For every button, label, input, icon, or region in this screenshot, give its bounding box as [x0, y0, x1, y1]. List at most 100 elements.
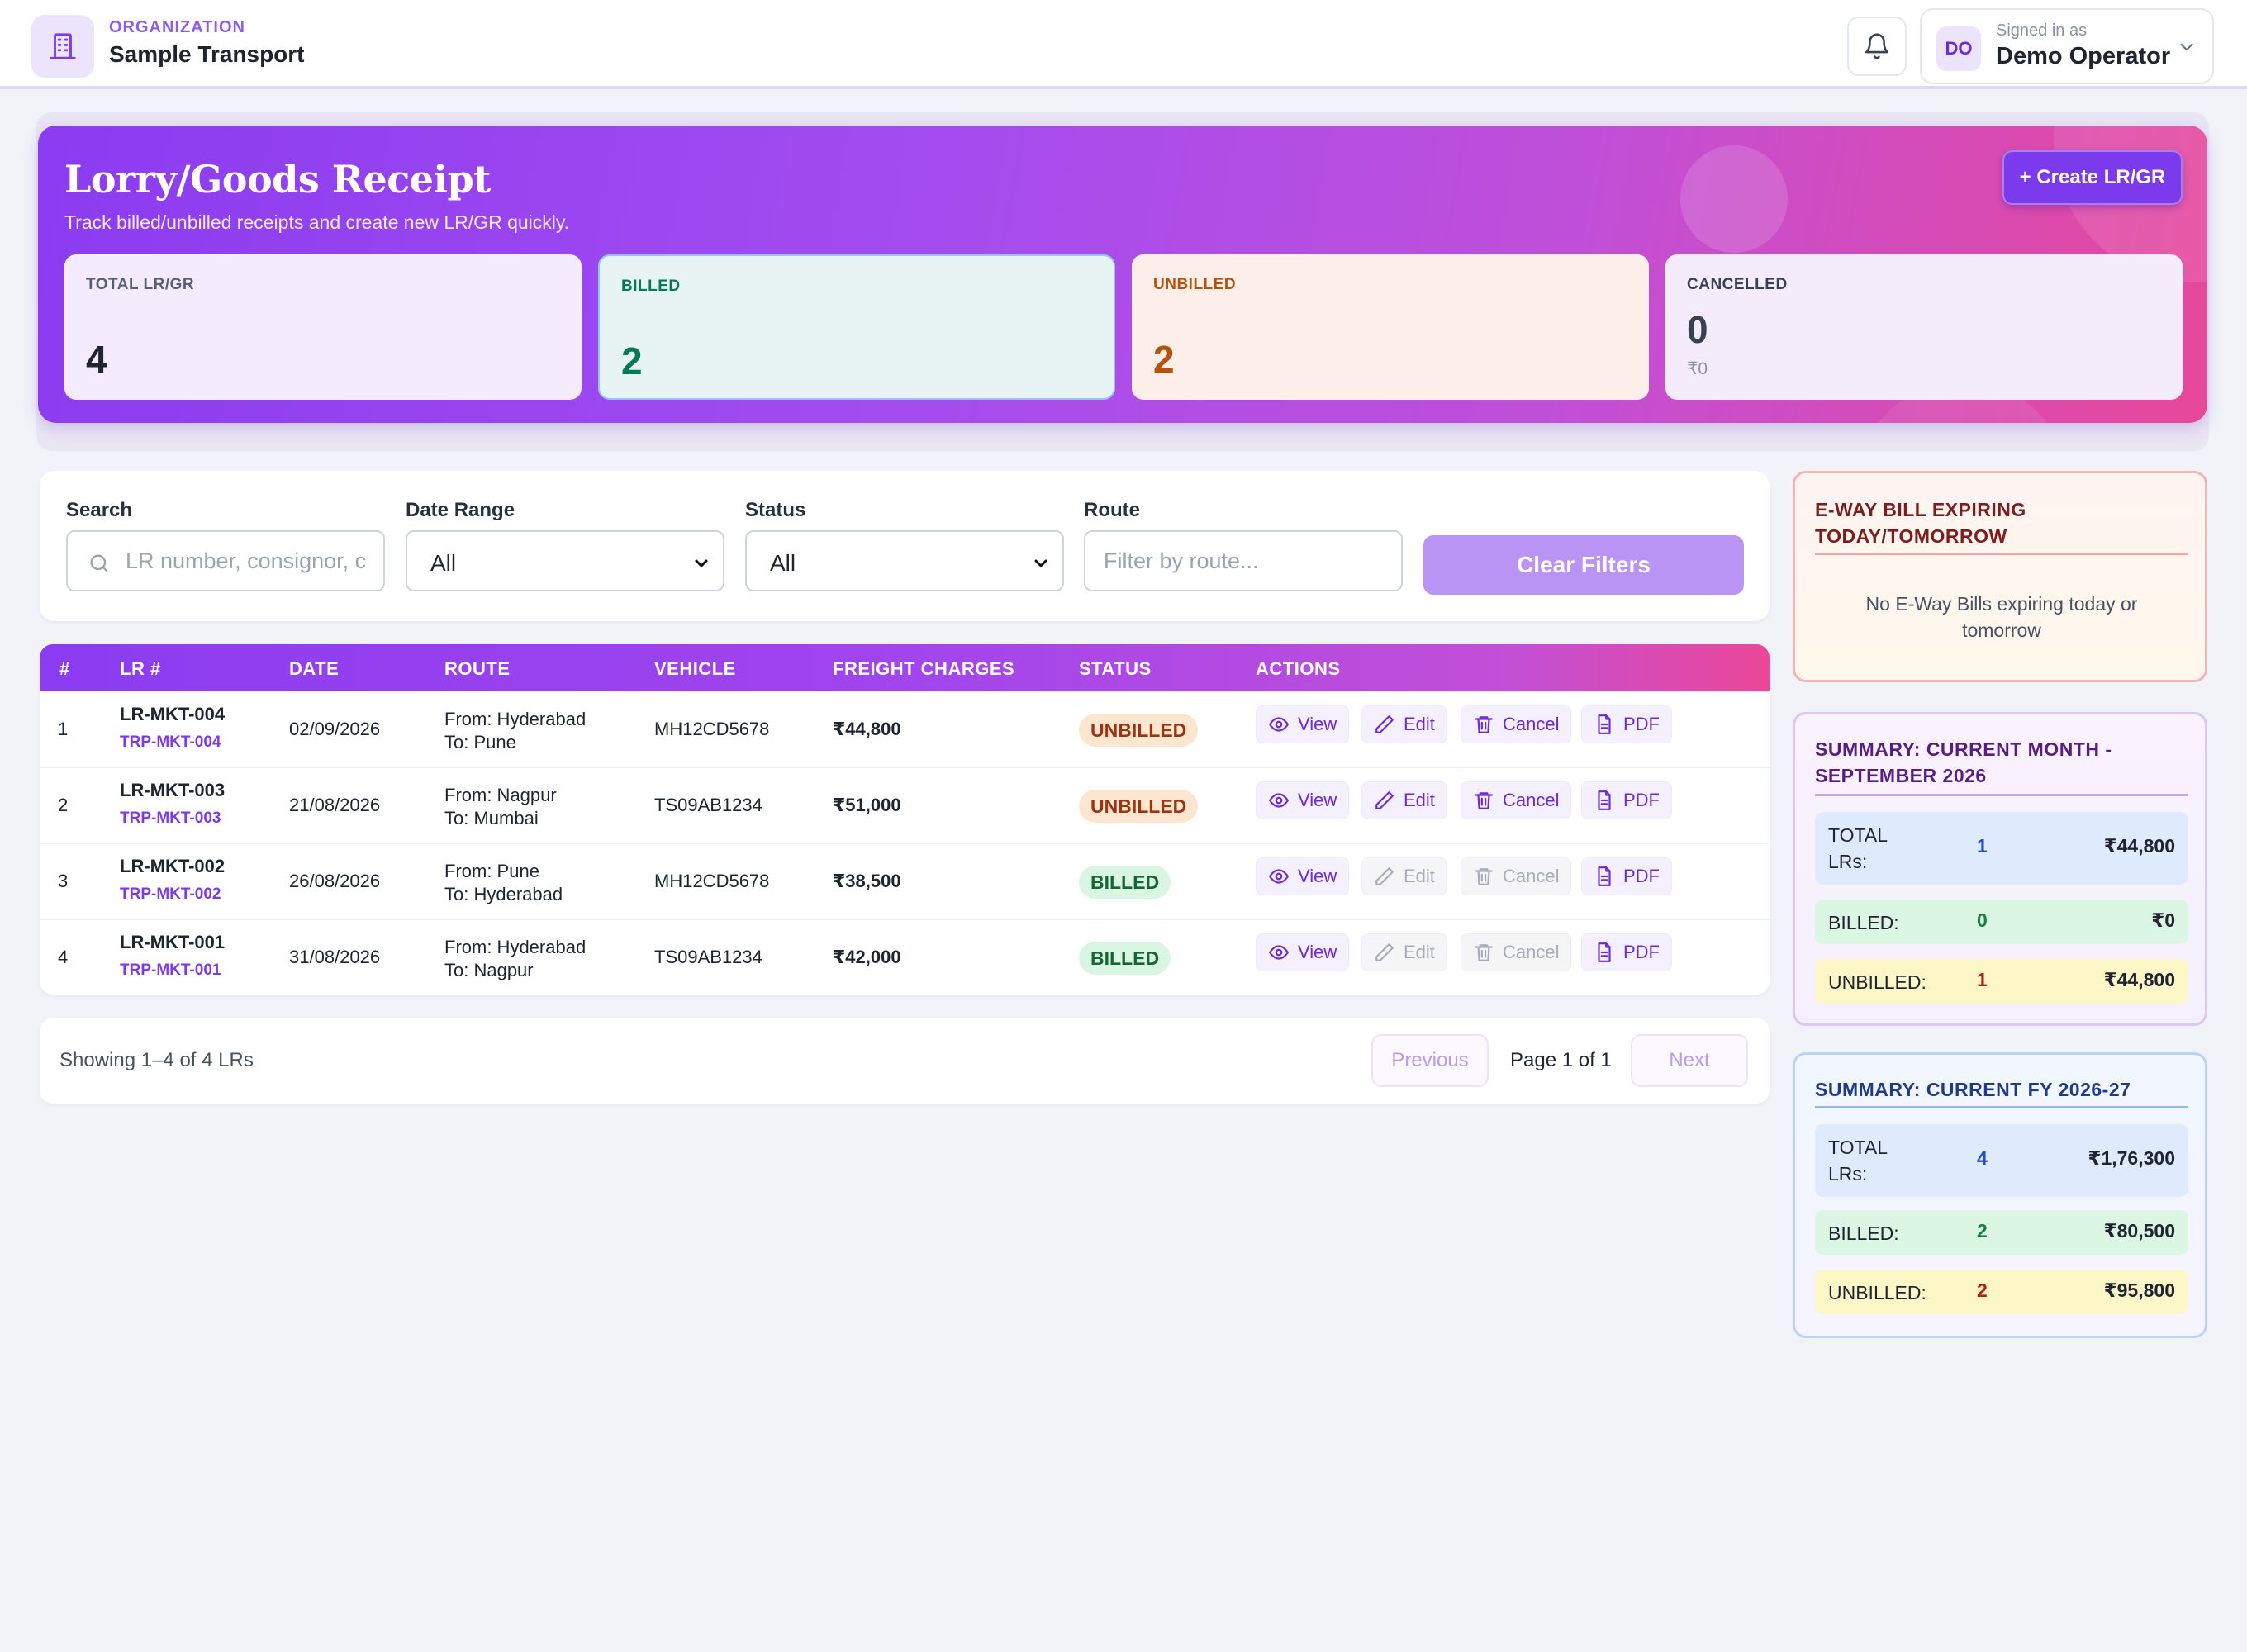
- status-value: All: [770, 550, 796, 576]
- summary-label: UNBILLED:: [1828, 1282, 1926, 1303]
- summary-total-row: TOTAL LRs: 1 ₹44,800: [1815, 812, 2188, 885]
- pdf-label: PDF: [1623, 714, 1660, 734]
- summary-amount: ₹44,800: [2103, 969, 2175, 990]
- stat-label: CANCELLED: [1687, 276, 1788, 293]
- clear-filters-button[interactable]: Clear Filters: [1423, 535, 1744, 595]
- cancel-button[interactable]: Cancel: [1461, 933, 1572, 971]
- chevron-down-icon: [2180, 43, 2193, 51]
- create-lr-button[interactable]: + Create LR/GR: [2002, 150, 2183, 205]
- lr-number[interactable]: LR-MKT-004: [120, 704, 226, 724]
- pdf-button[interactable]: PDF: [1581, 781, 1672, 819]
- edit-button[interactable]: Edit: [1361, 933, 1447, 971]
- column-header: VEHICLE: [654, 658, 736, 679]
- summary-amount: ₹0: [2151, 909, 2175, 931]
- view-button[interactable]: View: [1256, 705, 1350, 743]
- column-header: LR #: [120, 658, 161, 679]
- stat-value: 0: [1687, 308, 1708, 351]
- edit-label: Edit: [1404, 790, 1435, 810]
- status-select[interactable]: All: [745, 530, 1064, 591]
- row-number: 4: [58, 947, 69, 967]
- summary-unbilled-row: UNBILLED: 1 ₹44,800: [1815, 959, 2188, 1004]
- route-input[interactable]: Filter by route...: [1084, 530, 1403, 591]
- pdf-label: PDF: [1623, 942, 1660, 962]
- route-from: From: Pune: [444, 861, 539, 881]
- lr-number[interactable]: LR-MKT-002: [120, 856, 226, 876]
- route-to: To: Pune: [444, 732, 516, 752]
- trip-number[interactable]: TRP-MKT-001: [120, 961, 221, 979]
- summary-amount: ₹95,800: [2103, 1279, 2175, 1301]
- view-label: View: [1298, 790, 1337, 810]
- stat-value: 4: [86, 338, 107, 381]
- cancel-button[interactable]: Cancel: [1461, 705, 1572, 743]
- next-button[interactable]: Next: [1631, 1034, 1748, 1087]
- pdf-button[interactable]: PDF: [1581, 857, 1672, 895]
- cancel-button[interactable]: Cancel: [1461, 781, 1572, 819]
- search-input[interactable]: LR number, consignor, c: [66, 530, 385, 591]
- table-row: 3 LR-MKT-002 TRP-MKT-002 26/08/2026 From…: [40, 843, 1770, 919]
- summary-count: 4: [1977, 1147, 1988, 1169]
- view-button[interactable]: View: [1256, 781, 1350, 819]
- edit-button[interactable]: Edit: [1361, 857, 1447, 895]
- column-header: FREIGHT CHARGES: [833, 658, 1015, 679]
- top-bar: ORGANIZATION Sample Transport DO Signed …: [0, 0, 2247, 89]
- summary-fy-panel: SUMMARY: CURRENT FY 2026-27 TOTAL LRs: 4…: [1793, 1052, 2207, 1338]
- trip-number[interactable]: TRP-MKT-003: [120, 809, 221, 827]
- column-header: DATE: [289, 658, 340, 679]
- stat-card-billed: BILLED 2: [598, 254, 1115, 400]
- organization-name: Sample Transport: [109, 41, 305, 67]
- edit-label: Edit: [1404, 866, 1435, 886]
- route-placeholder: Filter by route...: [1104, 548, 1259, 573]
- eye-icon: [1269, 717, 1289, 732]
- route-to: To: Mumbai: [444, 808, 539, 828]
- stat-card-unbilled: UNBILLED 2: [1132, 254, 1649, 400]
- pdf-button[interactable]: PDF: [1581, 705, 1672, 743]
- notifications-button[interactable]: [1847, 17, 1907, 76]
- eye-icon: [1269, 869, 1289, 884]
- cancel-label: Cancel: [1503, 714, 1560, 734]
- user-menu[interactable]: DO Signed in as Demo Operator: [1920, 8, 2214, 84]
- summary-count: 0: [1977, 909, 1988, 931]
- user-name: Demo Operator: [1996, 43, 2171, 69]
- search-label: Search: [66, 499, 133, 521]
- trash-icon: [1475, 944, 1493, 961]
- previous-button[interactable]: Previous: [1371, 1034, 1489, 1087]
- freight-amount: ₹44,800: [833, 719, 901, 739]
- row-date: 02/09/2026: [289, 719, 381, 739]
- view-label: View: [1298, 714, 1337, 734]
- summary-month-panel: SUMMARY: CURRENT MONTH - SEPTEMBER 2026 …: [1793, 712, 2207, 1026]
- lr-number[interactable]: LR-MKT-001: [120, 932, 226, 952]
- route-label: Route: [1084, 499, 1140, 521]
- divider: [1815, 794, 2188, 796]
- eye-icon: [1269, 793, 1289, 808]
- cancel-label: Cancel: [1503, 790, 1560, 810]
- status-badge: BILLED: [1079, 942, 1171, 975]
- divider: [1815, 1106, 2188, 1108]
- date-range-select[interactable]: All: [406, 530, 724, 591]
- stat-label: BILLED: [621, 278, 681, 295]
- results-count: Showing 1–4 of 4 LRs: [59, 1049, 254, 1071]
- edit-button[interactable]: Edit: [1361, 705, 1447, 743]
- view-label: View: [1298, 866, 1337, 886]
- cancel-button[interactable]: Cancel: [1461, 857, 1572, 895]
- pdf-button[interactable]: PDF: [1581, 933, 1672, 971]
- eye-icon: [1269, 945, 1289, 960]
- trash-icon: [1475, 716, 1493, 733]
- view-button[interactable]: View: [1256, 933, 1350, 971]
- summary-label: BILLED:: [1828, 1222, 1899, 1244]
- view-button[interactable]: View: [1256, 857, 1350, 895]
- summary-count: 1: [1977, 969, 1988, 990]
- divider: [1815, 553, 2188, 555]
- summary-count: 1: [1977, 835, 1988, 857]
- stat-value: 2: [1153, 338, 1175, 381]
- lr-number[interactable]: LR-MKT-003: [120, 780, 226, 800]
- stat-value: 2: [621, 339, 643, 382]
- edit-button[interactable]: Edit: [1361, 781, 1447, 819]
- summary-title: SUMMARY: CURRENT FY 2026-27: [1815, 1079, 2131, 1100]
- stat-amount: ₹0: [1687, 359, 1708, 378]
- trip-number[interactable]: TRP-MKT-004: [120, 733, 221, 751]
- search-icon: [90, 554, 108, 572]
- trip-number[interactable]: TRP-MKT-002: [120, 885, 221, 903]
- column-header: STATUS: [1079, 658, 1152, 679]
- row-number: 3: [58, 871, 69, 891]
- pencil-icon: [1375, 715, 1394, 733]
